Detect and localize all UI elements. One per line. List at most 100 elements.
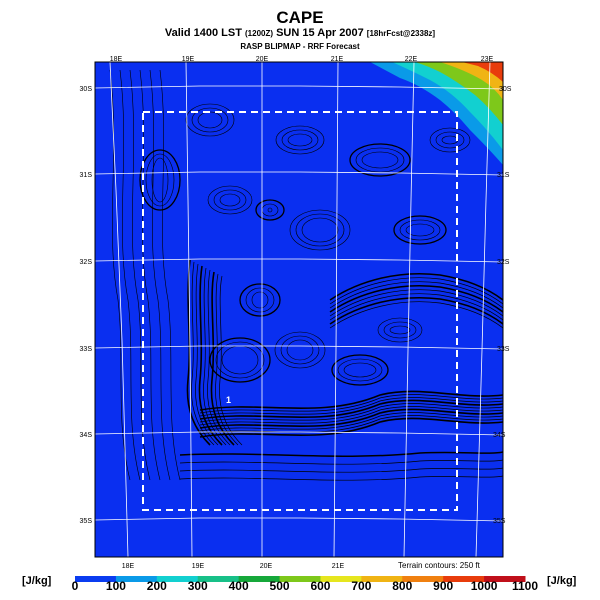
terrain-contour — [405, 223, 435, 237]
terrain-contour — [329, 284, 503, 313]
terrain-contour — [139, 149, 181, 211]
terrain-contour — [301, 217, 339, 243]
terrain-contour — [343, 362, 377, 378]
terrain-contour — [337, 358, 383, 382]
terrain-contour — [159, 69, 181, 481]
colorbar-segment — [443, 576, 485, 582]
terrain-contour-note: Terrain contours: 250 ft — [398, 561, 480, 570]
colorbar-segment — [115, 576, 158, 582]
terrain-contour — [199, 415, 503, 435]
colorbar-segment — [197, 576, 240, 582]
terrain-contour — [361, 151, 399, 169]
lat-label-right: 35S — [493, 518, 506, 525]
terrain-contour — [329, 277, 503, 305]
colorbar-tick-label: 500 — [269, 579, 290, 593]
terrain-contour — [199, 390, 503, 411]
colorbar-tick-label: 700 — [351, 579, 372, 593]
terrain-contour — [399, 219, 441, 241]
terrain-contour — [199, 417, 503, 438]
lon-label-top: 18E — [110, 56, 123, 63]
terrain-contour — [199, 403, 503, 423]
terrain-contour — [215, 341, 265, 379]
terrain-contour — [151, 157, 169, 203]
terrain-contour — [355, 147, 405, 173]
terrain-contour — [119, 69, 141, 481]
model-subtitle: RASP BLIPMAP - RRF Forecast — [240, 42, 360, 51]
terrain-contour — [329, 289, 503, 317]
colorbar-tick-label: 1000 — [470, 579, 498, 593]
valid-time: Valid 1400 LST — [164, 27, 242, 39]
colorbar-segment — [361, 576, 403, 582]
terrain-contour — [274, 331, 326, 369]
terrain-contour — [239, 283, 281, 317]
terrain-contour — [289, 209, 351, 251]
terrain-contour — [329, 272, 503, 301]
terrain-contour — [349, 143, 411, 177]
forecast-info: [18hrFcst@2338z] — [366, 29, 436, 38]
terrain-contour — [331, 354, 389, 386]
terrain-contour — [213, 189, 247, 211]
lon-label-top: 23E — [481, 56, 494, 63]
colorbar-segment — [279, 576, 321, 582]
terrain-contour — [329, 296, 503, 325]
terrain-contour — [435, 131, 465, 149]
lon-label-bottom: 19E — [192, 563, 205, 570]
lon-label-top: 19E — [182, 56, 195, 63]
colorbar-segment — [156, 576, 199, 582]
terrain-contour — [393, 215, 447, 245]
terrain-contour — [179, 467, 503, 473]
terrain-contour — [199, 412, 503, 432]
map-border — [94, 61, 504, 558]
lon-label-bottom: 18E — [122, 563, 135, 570]
terrain-contour — [179, 475, 503, 481]
terrain-contour — [280, 335, 320, 365]
terrain-contour — [329, 293, 503, 321]
terrain-contour — [389, 325, 411, 335]
terrain-contours — [109, 69, 503, 481]
lat-label-left: 32S — [80, 259, 93, 266]
colorbar-labels: 0 100 200 300 400 500 600 700 800 900 1000 1100 — [0, 579, 600, 593]
colorbar-segment — [75, 576, 117, 582]
terrain-contour — [198, 265, 223, 446]
chart-title: CAPE — [276, 8, 324, 27]
terrain-contour — [429, 127, 471, 153]
colorbar — [75, 576, 526, 582]
map-area — [95, 62, 503, 557]
colorbar-tick-label: 1100 — [511, 579, 539, 593]
terrain-contour — [275, 125, 325, 155]
lat-label-right: 32S — [497, 259, 510, 266]
terrain-contour — [207, 185, 253, 215]
valid-time-subtitle: Valid 1400 LST (1200Z) SUN 15 Apr 2007 [… — [0, 27, 600, 39]
terrain-contour — [179, 451, 503, 457]
colorbar-tick-label: 600 — [310, 579, 331, 593]
colorbar-tick-label: 0 — [71, 579, 79, 593]
terrain-contour — [179, 459, 503, 465]
colorbar-tick-label: 800 — [392, 579, 413, 593]
terrain-contour — [329, 301, 503, 329]
terrain-contour — [195, 263, 219, 446]
terrain-contour — [377, 317, 423, 343]
lon-label-bottom: 20E — [260, 563, 273, 570]
cape-region-high — [440, 62, 503, 100]
lat-label-left: 33S — [80, 346, 93, 353]
colorbar-segment — [402, 576, 444, 582]
terrain-contour — [129, 69, 151, 481]
utc-time: (1200Z) — [245, 29, 274, 38]
terrain-contour — [199, 394, 503, 414]
lon-label-top: 22E — [405, 56, 418, 63]
lon-label-top: 20E — [256, 56, 269, 63]
terrain-contour — [281, 129, 319, 151]
valid-date: SUN 15 Apr 2007 — [276, 27, 364, 39]
terrain-contour — [219, 193, 241, 207]
inner-domain-box — [142, 111, 458, 511]
site-marker: 1 — [226, 395, 231, 405]
colorbar-segment — [320, 576, 362, 582]
terrain-contour — [207, 269, 231, 446]
colorbar-tick-label: 900 — [433, 579, 454, 593]
colorbar-segment — [238, 576, 281, 582]
lat-label-left: 35S — [80, 518, 93, 525]
lat-label-right: 31S — [497, 172, 510, 179]
graticule — [95, 62, 503, 557]
terrain-contour — [199, 399, 503, 420]
